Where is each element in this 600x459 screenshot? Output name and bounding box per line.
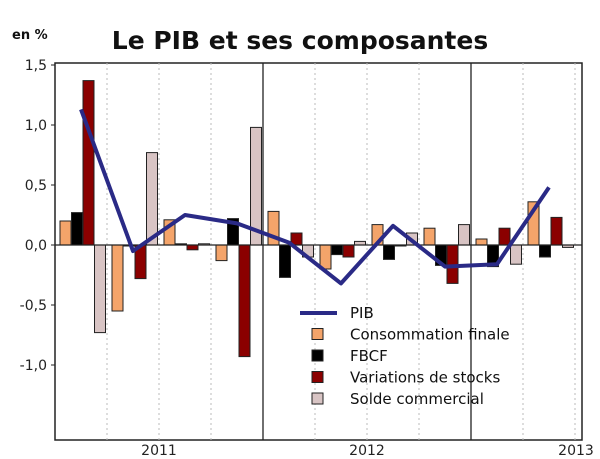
bar-consommation-finale [319, 244, 332, 270]
y-tick-label: 1,0 [25, 118, 47, 134]
legend-swatch [311, 371, 324, 383]
legend-swatch [311, 328, 324, 340]
y-tick-label: 0,5 [25, 178, 47, 194]
x-year-label: 2011 [141, 443, 177, 459]
legend-label: Variations de stocks [350, 369, 500, 387]
legend-swatch [311, 349, 324, 362]
bar-variations-de-stocks [550, 216, 563, 246]
bar-solde-commercial [94, 244, 106, 334]
legend-label: PIB [350, 304, 374, 322]
legend-label: Solde commercial [350, 390, 484, 408]
bar-variations-de-stocks [82, 80, 95, 246]
bar-solde-commercial [510, 244, 522, 265]
y-tick-label: -0,5 [20, 298, 47, 314]
bar-fbcf [279, 244, 291, 278]
line-pib [79, 108, 551, 286]
legend-label: FBCF [350, 347, 388, 365]
bar-variations-de-stocks [186, 244, 199, 251]
legend-swatch [311, 392, 324, 405]
bar-fbcf [539, 244, 551, 258]
bar-fbcf [331, 244, 343, 256]
x-year-label: 2012 [349, 443, 385, 459]
x-year-label: 2013 [558, 443, 594, 459]
y-tick-label: 1,5 [25, 58, 47, 74]
bar-consommation-finale [59, 220, 72, 246]
bar-variations-de-stocks [238, 244, 251, 358]
bar-fbcf [383, 244, 395, 260]
y-axis-unit: en % [12, 28, 48, 43]
bar-solde-commercial [146, 152, 158, 246]
bar-consommation-finale [475, 238, 488, 246]
plot-frame [54, 62, 583, 441]
y-tick-label: -1,0 [20, 358, 47, 374]
chart-title: Le PIB et ses composantes [111, 26, 489, 55]
bar-solde-commercial [458, 224, 470, 246]
y-tick-label: 0,0 [25, 238, 47, 254]
bar-consommation-finale [111, 244, 124, 312]
bar-fbcf [71, 212, 83, 246]
bar-variations-de-stocks [342, 244, 355, 258]
bar-consommation-finale [215, 244, 228, 262]
legend-label: Consommation finale [350, 326, 510, 344]
bar-variations-de-stocks [498, 227, 511, 246]
bar-consommation-finale [423, 227, 436, 246]
